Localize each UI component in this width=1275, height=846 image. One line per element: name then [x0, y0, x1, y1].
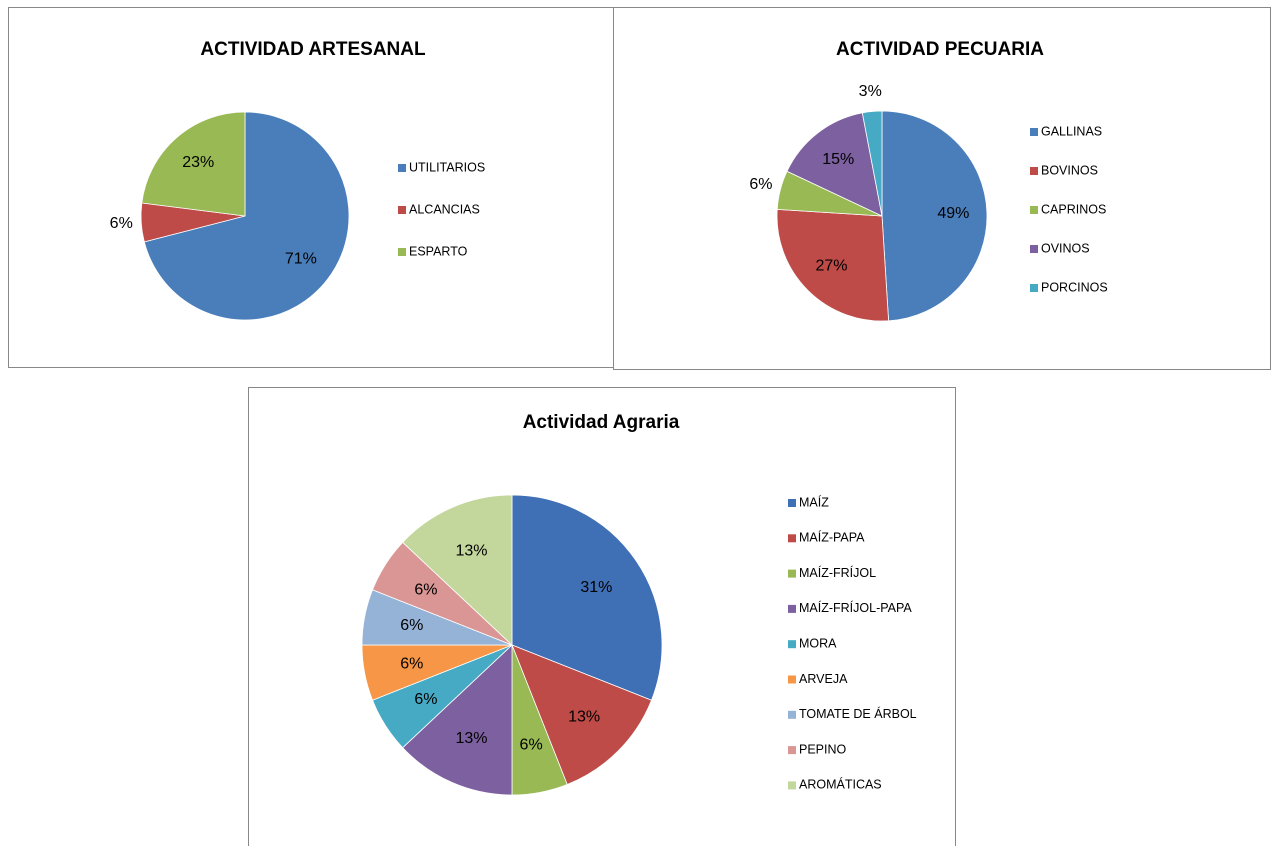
data-label: 49%: [937, 205, 969, 222]
pie-slice: [881, 110, 988, 322]
data-label: 6%: [749, 176, 772, 193]
legend-swatch: [788, 499, 796, 507]
legend-label: BOVINOS: [1041, 163, 1098, 177]
legend-swatch: [788, 640, 796, 649]
legend-swatch: [788, 781, 796, 790]
pie-slice: [511, 494, 663, 701]
chart-frame: [613, 7, 1271, 370]
legend-swatch: [788, 569, 796, 578]
legend-label: MAÍZ-FRÍJOL-PAPA: [799, 600, 912, 615]
legend-label: AROMÁTICAS: [799, 777, 882, 792]
legend-swatch: [398, 206, 406, 214]
chart-title: ACTIVIDAD ARTESANAL: [200, 39, 426, 60]
legend-label: CAPRINOS: [1041, 202, 1106, 216]
legend-swatch: [1030, 245, 1038, 253]
pie-slice: [511, 644, 652, 785]
data-label: 6%: [400, 617, 423, 634]
legend-label: PEPINO: [799, 742, 847, 756]
chart-title: ACTIVIDAD PECUARIA: [836, 39, 1044, 60]
data-label: 15%: [822, 151, 854, 168]
data-label: 3%: [859, 83, 882, 100]
data-label: 27%: [815, 258, 847, 275]
legend-label: MAÍZ: [799, 494, 829, 509]
legend-swatch: [1030, 128, 1038, 136]
chart-frame: [248, 387, 956, 846]
legend-swatch: [788, 604, 796, 613]
chart-title: Actividad Agraria: [523, 412, 680, 433]
data-label: 6%: [520, 736, 543, 753]
legend-label: PORCINOS: [1041, 280, 1108, 294]
legend-label: UTILITARIOS: [409, 160, 485, 174]
legend-label: MAÍZ-PAPA: [799, 530, 865, 545]
legend-swatch: [788, 534, 796, 543]
legend-swatch: [1030, 284, 1038, 292]
data-label: 6%: [110, 215, 133, 232]
pie-slice: [861, 110, 883, 217]
pie-slice: [776, 208, 890, 322]
legend-label: OVINOS: [1041, 241, 1090, 255]
legend-label: ESPARTO: [409, 244, 468, 258]
legend-swatch: [1030, 206, 1038, 214]
data-label: 13%: [568, 708, 600, 725]
pie-slice: [786, 112, 883, 217]
data-label: 6%: [414, 582, 437, 599]
legend-label: ARVEJA: [799, 672, 848, 686]
data-label: 23%: [182, 154, 214, 171]
pie-slice: [402, 494, 513, 646]
legend-label: GALLINAS: [1041, 124, 1102, 138]
legend-swatch: [398, 164, 406, 172]
data-label: 6%: [400, 655, 423, 672]
legend-label: MAÍZ-FRÍJOL: [799, 565, 876, 580]
data-label: 13%: [455, 543, 487, 560]
data-label: 31%: [580, 579, 612, 596]
pie-slice: [143, 111, 350, 321]
data-label: 13%: [455, 730, 487, 747]
legend-swatch: [1030, 167, 1038, 175]
data-label: 71%: [285, 251, 317, 268]
legend-label: MORA: [799, 636, 837, 650]
legend-label: ALCANCIAS: [409, 202, 480, 216]
legend-swatch: [788, 746, 796, 755]
legend-swatch: [788, 710, 796, 719]
pie-slice: [141, 111, 246, 217]
legend-label: TOMATE DE ÁRBOL: [799, 706, 917, 721]
legend-swatch: [788, 675, 796, 684]
legend-swatch: [398, 248, 406, 256]
pie-slice: [402, 644, 513, 796]
data-label: 6%: [414, 691, 437, 708]
